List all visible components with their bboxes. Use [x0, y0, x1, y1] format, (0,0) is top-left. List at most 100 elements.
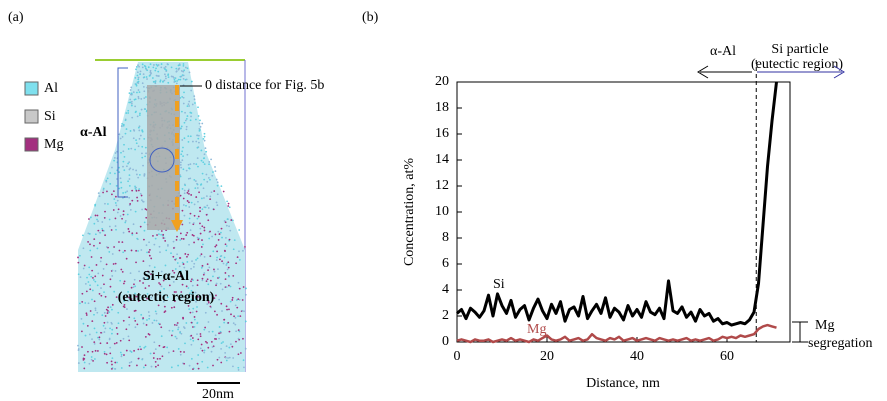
atom-dot — [157, 70, 160, 73]
atom-dot — [150, 257, 153, 260]
atom-dot — [185, 285, 188, 288]
atom-dot — [228, 346, 231, 349]
atom-dot — [197, 238, 200, 241]
atom-dot — [134, 292, 136, 295]
atom-dot — [216, 181, 219, 184]
atom-dot — [105, 263, 108, 266]
atom-dot — [224, 250, 226, 252]
atom-dot — [138, 125, 141, 128]
atom-dot — [189, 292, 191, 295]
atom-dot — [140, 108, 143, 111]
atom-dot — [162, 279, 165, 282]
atom-dot — [152, 66, 155, 69]
atom-dot — [141, 82, 144, 85]
atom-dot — [95, 331, 98, 334]
atom-dot — [135, 249, 138, 252]
atom-dot — [162, 237, 165, 239]
atom-dot — [135, 142, 138, 145]
atom-dot — [82, 322, 85, 325]
atom-dot — [200, 159, 203, 162]
atom-dot — [136, 74, 139, 77]
atom-dot — [144, 96, 147, 98]
atom-dot — [201, 172, 204, 175]
atom-dot — [181, 187, 184, 190]
atom-dot — [196, 306, 198, 308]
atom-dot — [230, 313, 232, 316]
atom-dot — [143, 221, 146, 224]
atom-dot — [197, 215, 200, 218]
atom-dot — [179, 232, 182, 235]
atom-dot — [158, 344, 161, 347]
atom-dot — [187, 253, 190, 256]
atom-dot — [111, 308, 113, 311]
atom-dot — [188, 71, 191, 74]
atom-dot — [127, 109, 130, 112]
atom-dot — [156, 357, 159, 360]
atom-dot — [182, 168, 185, 171]
atom-dot — [89, 249, 92, 252]
atom-dot — [142, 260, 145, 262]
atom-dot — [123, 143, 125, 146]
atom-dot — [222, 262, 225, 265]
atom-dot — [203, 226, 206, 229]
atom-dot — [239, 315, 242, 318]
atom-dot — [111, 357, 114, 360]
atom-dot — [91, 269, 94, 272]
atom-dot — [181, 139, 184, 141]
atom-dot — [125, 128, 128, 130]
atom-dot — [98, 195, 101, 198]
atom-dot — [192, 368, 194, 371]
atom-dot — [184, 184, 187, 187]
atom-dot — [102, 187, 105, 190]
atom-dot — [148, 264, 151, 267]
atom-dot — [221, 310, 223, 312]
atom-dot — [114, 225, 117, 227]
atom-dot — [215, 244, 218, 247]
atom-dot — [146, 78, 148, 80]
atom-dot — [144, 108, 147, 111]
atom-dot — [167, 81, 170, 84]
atom-dot — [112, 190, 115, 193]
x-tick-label: 0 — [454, 349, 461, 364]
atom-dot — [80, 330, 83, 333]
atom-dot — [157, 75, 159, 77]
atom-dot — [175, 70, 178, 73]
atom-dot — [107, 309, 109, 312]
atom-dot — [123, 249, 126, 252]
atom-dot — [144, 345, 147, 348]
atom-dot — [130, 104, 133, 107]
atom-dot — [120, 355, 123, 358]
atom-dot — [186, 261, 189, 263]
atom-dot — [102, 324, 105, 327]
atom-dot — [226, 308, 228, 311]
atom-dot — [134, 111, 137, 114]
atom-dot — [135, 84, 138, 87]
atom-dot — [193, 316, 196, 318]
atom-dot — [117, 322, 120, 325]
atom-dot — [118, 241, 120, 243]
atom-dot — [198, 191, 200, 194]
atom-dot — [113, 159, 116, 162]
atom-dot — [123, 155, 126, 158]
atom-dot — [223, 321, 226, 324]
atom-dot — [157, 322, 160, 325]
atom-dot — [151, 273, 154, 276]
atom-dot — [109, 346, 112, 349]
atom-dot — [243, 310, 245, 313]
atom-dot — [135, 189, 138, 192]
atom-dot — [231, 299, 234, 301]
annotation: 0 distance for Fig. 5b — [205, 78, 324, 93]
atom-dot — [78, 254, 81, 257]
atom-dot — [143, 138, 146, 140]
atom-dot — [206, 296, 209, 299]
atom-dot — [191, 103, 194, 106]
atom-dot — [143, 173, 146, 175]
atom-dot — [235, 330, 238, 333]
atom-dot — [175, 67, 178, 70]
atom-dot — [141, 63, 144, 66]
atom-dot — [119, 177, 122, 180]
atom-dot — [193, 241, 195, 244]
atom-dot — [216, 250, 218, 253]
atom-dot — [195, 163, 198, 166]
atom-dot — [207, 301, 210, 304]
